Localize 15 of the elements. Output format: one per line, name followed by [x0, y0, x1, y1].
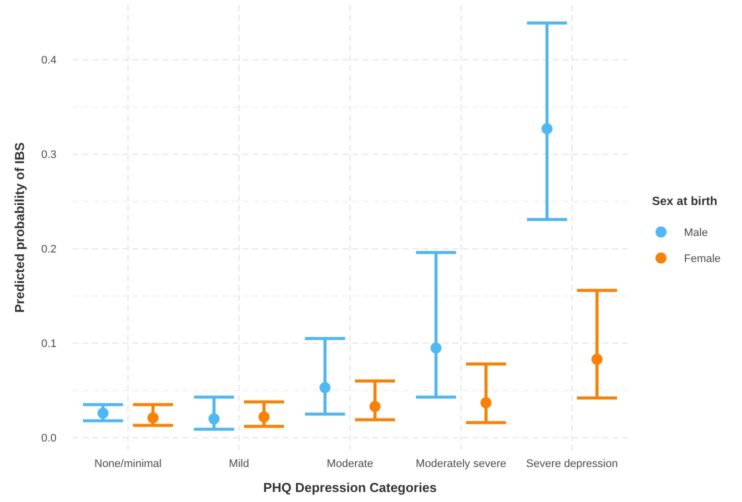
x-tick-label: Mild — [228, 458, 250, 470]
y-tick-label: 0.2 — [41, 244, 56, 256]
y-tick-label: 0.1 — [41, 338, 56, 350]
y-axis-title: Predicted probability of IBS — [12, 142, 27, 313]
x-axis-title: PHQ Depression Categories — [263, 480, 437, 495]
legend-label: Female — [684, 252, 721, 265]
x-tick-label: None/minimal — [94, 458, 162, 470]
x-tick-label: Moderate — [326, 458, 374, 470]
legend-label: Male — [684, 226, 708, 239]
y-tick-label: 0.4 — [41, 54, 56, 67]
y-tick-label: 0.3 — [41, 149, 56, 162]
y-tick-label: 0.0 — [41, 432, 56, 445]
legend-title: Sex at birth — [652, 194, 718, 208]
x-tick-label: Severe depression — [526, 458, 618, 470]
x-tick-label: Moderately severe — [416, 458, 506, 470]
